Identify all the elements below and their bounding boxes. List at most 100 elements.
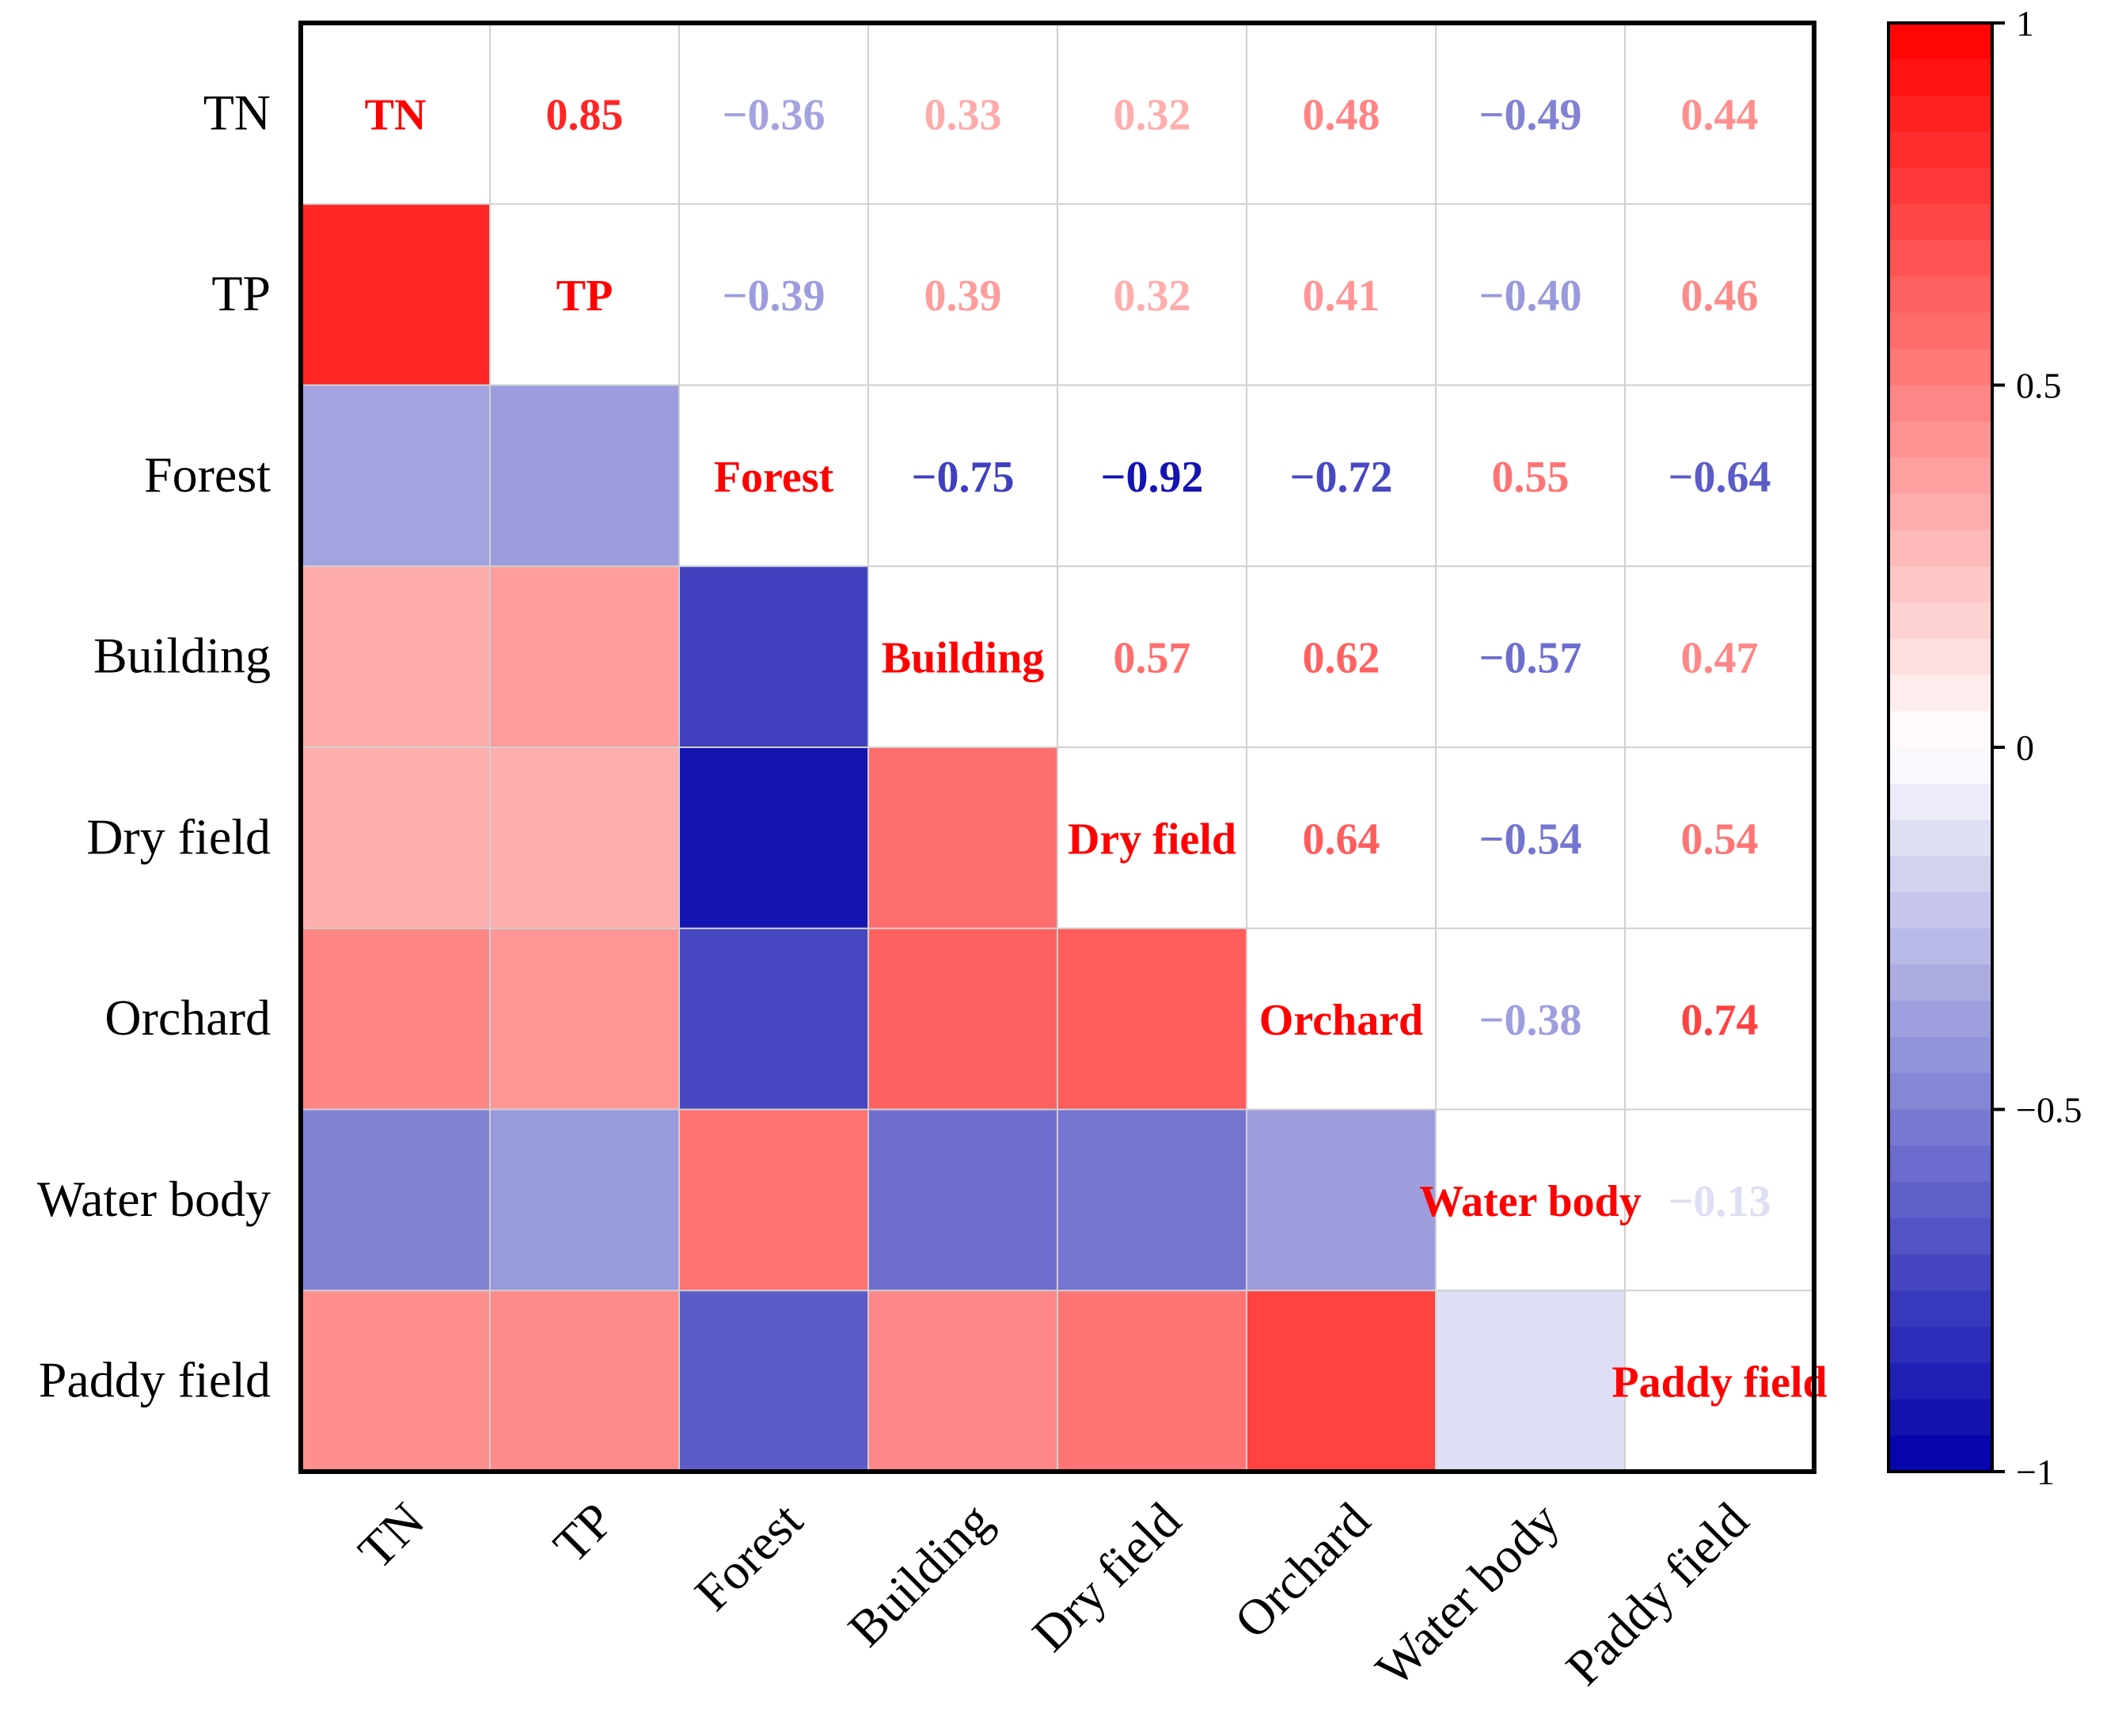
colorbar-step <box>1889 1217 1992 1255</box>
colorbar: 1 0.5 0 −0.5 −1 <box>1887 3 2082 1492</box>
heatmap-cell <box>679 928 868 1110</box>
colorbar-step <box>1889 1435 1992 1472</box>
colorbar-step <box>1889 95 1992 132</box>
y-tick-label: Dry field <box>86 808 271 864</box>
x-axis-labels: TN TP Forest Building Dry field OrchardWater … <box>347 1492 1759 1697</box>
heatmap-cells <box>301 203 1625 1472</box>
colorbar-step <box>1889 928 1992 965</box>
heatmap-cell <box>1247 1290 1436 1472</box>
correlation-value-label: −0.13 <box>1668 1177 1771 1226</box>
heatmap-cell <box>868 1290 1057 1472</box>
heatmap-cell <box>490 1290 679 1472</box>
correlation-value-label: −0.54 <box>1479 815 1582 864</box>
colorbar-step <box>1889 168 1992 205</box>
x-tick-label: Forest <box>684 1492 813 1621</box>
heatmap-cell <box>868 1109 1057 1291</box>
colorbar-step <box>1889 493 1992 530</box>
colorbar-step <box>1889 59 1992 96</box>
cell-labels: TN 0.85 −0.36 0.33 0.32 0.48 −0.49 0.44 TP −0.39 0… <box>365 90 1828 1407</box>
colorbar-step <box>1889 711 1992 748</box>
colorbar-step <box>1889 747 1992 784</box>
colorbar-tick-label: 0 <box>2016 727 2034 768</box>
correlation-value-label: 0.44 <box>1681 90 1759 139</box>
heatmap-cell <box>301 928 490 1110</box>
heatmap-cell <box>1057 1109 1247 1291</box>
correlation-value-label: 0.74 <box>1681 996 1759 1045</box>
correlation-value-label: −0.40 <box>1479 272 1582 321</box>
heatmap-cell <box>679 1290 868 1472</box>
heatmap-cell <box>1436 1290 1625 1472</box>
y-tick-label: Orchard <box>104 990 271 1046</box>
correlation-value-label: 0.64 <box>1303 815 1380 864</box>
colorbar-step <box>1889 1362 1992 1400</box>
correlation-value-label: 0.85 <box>546 90 624 139</box>
x-tick-label: Paddy field <box>1555 1492 1759 1696</box>
colorbar-step <box>1889 602 1992 640</box>
colorbar-step <box>1889 313 1992 350</box>
colorbar-step <box>1889 458 1992 495</box>
x-tick-label: Orchard <box>1224 1492 1380 1649</box>
heatmap-cell <box>679 747 868 929</box>
diagonal-label: TN <box>365 90 427 139</box>
correlation-value-label: −0.57 <box>1479 634 1582 683</box>
correlation-value-label: −0.92 <box>1101 453 1204 502</box>
y-tick-label: TN <box>203 84 271 140</box>
correlation-value-label: −0.36 <box>723 90 826 139</box>
x-tick-label: TN <box>347 1492 435 1580</box>
diagonal-label: Dry field <box>1068 815 1236 864</box>
correlation-value-label: −0.64 <box>1668 453 1771 502</box>
colorbar-step <box>1889 1109 1992 1146</box>
correlation-value-label: 0.41 <box>1303 272 1380 321</box>
heatmap-cell <box>490 747 679 929</box>
heatmap-cell <box>301 1290 490 1472</box>
colorbar-tick-label: 0.5 <box>2016 366 2062 406</box>
colorbar-tick-label: 1 <box>2016 3 2034 44</box>
correlation-value-label: 0.57 <box>1114 634 1191 683</box>
colorbar-step <box>1889 964 1992 1001</box>
colorbar-step <box>1889 566 1992 603</box>
correlation-value-label: 0.32 <box>1114 272 1191 321</box>
colorbar-step <box>1889 892 1992 929</box>
correlation-value-label: 0.62 <box>1303 634 1380 683</box>
colorbar-step <box>1889 530 1992 567</box>
x-tick-label: TP <box>542 1492 624 1574</box>
correlation-value-label: 0.47 <box>1681 634 1759 683</box>
correlation-value-label: 0.55 <box>1492 453 1570 502</box>
heatmap-cell <box>868 747 1057 929</box>
heatmap-cell <box>490 566 679 747</box>
heatmap-cell <box>490 928 679 1110</box>
x-tick-label: Building <box>837 1492 1003 1658</box>
colorbar-tick-label: −1 <box>2016 1452 2055 1492</box>
grid-lines <box>301 23 1814 1472</box>
heatmap-cell <box>679 566 868 747</box>
heatmap-cell <box>301 1109 490 1291</box>
heatmap-cell <box>301 566 490 747</box>
colorbar-step <box>1889 23 1992 60</box>
colorbar-step <box>1889 674 1992 712</box>
diagonal-label: Paddy field <box>1611 1358 1827 1407</box>
heatmap-cell <box>1057 928 1247 1110</box>
heatmap-cell <box>679 1109 868 1291</box>
heatmap-cell <box>490 385 679 567</box>
heatmap-cell <box>301 747 490 929</box>
colorbar-step <box>1889 1182 1992 1219</box>
colorbar-step <box>1889 1254 1992 1291</box>
correlation-value-label: 0.48 <box>1303 90 1380 139</box>
correlation-value-label: 0.39 <box>924 272 1002 321</box>
correlation-value-label: −0.49 <box>1479 90 1582 139</box>
y-tick-label: Paddy field <box>39 1352 271 1408</box>
colorbar-step <box>1889 783 1992 820</box>
colorbar-step <box>1889 1001 1992 1038</box>
colorbar-step <box>1889 203 1992 241</box>
heatmap-cell <box>1057 1290 1247 1472</box>
colorbar-step <box>1889 1399 1992 1436</box>
diagonal-label: TP <box>556 272 613 321</box>
colorbar-tick-label: −0.5 <box>2016 1090 2082 1130</box>
heatmap-cell <box>490 1109 679 1291</box>
y-axis-labels: TN TP Forest Building Dry field Orchard Water … <box>37 84 271 1407</box>
y-tick-label: Water body <box>37 1171 271 1227</box>
y-tick-label: TP <box>211 265 271 321</box>
colorbar-step <box>1889 348 1992 386</box>
colorbar-step <box>1889 385 1992 422</box>
